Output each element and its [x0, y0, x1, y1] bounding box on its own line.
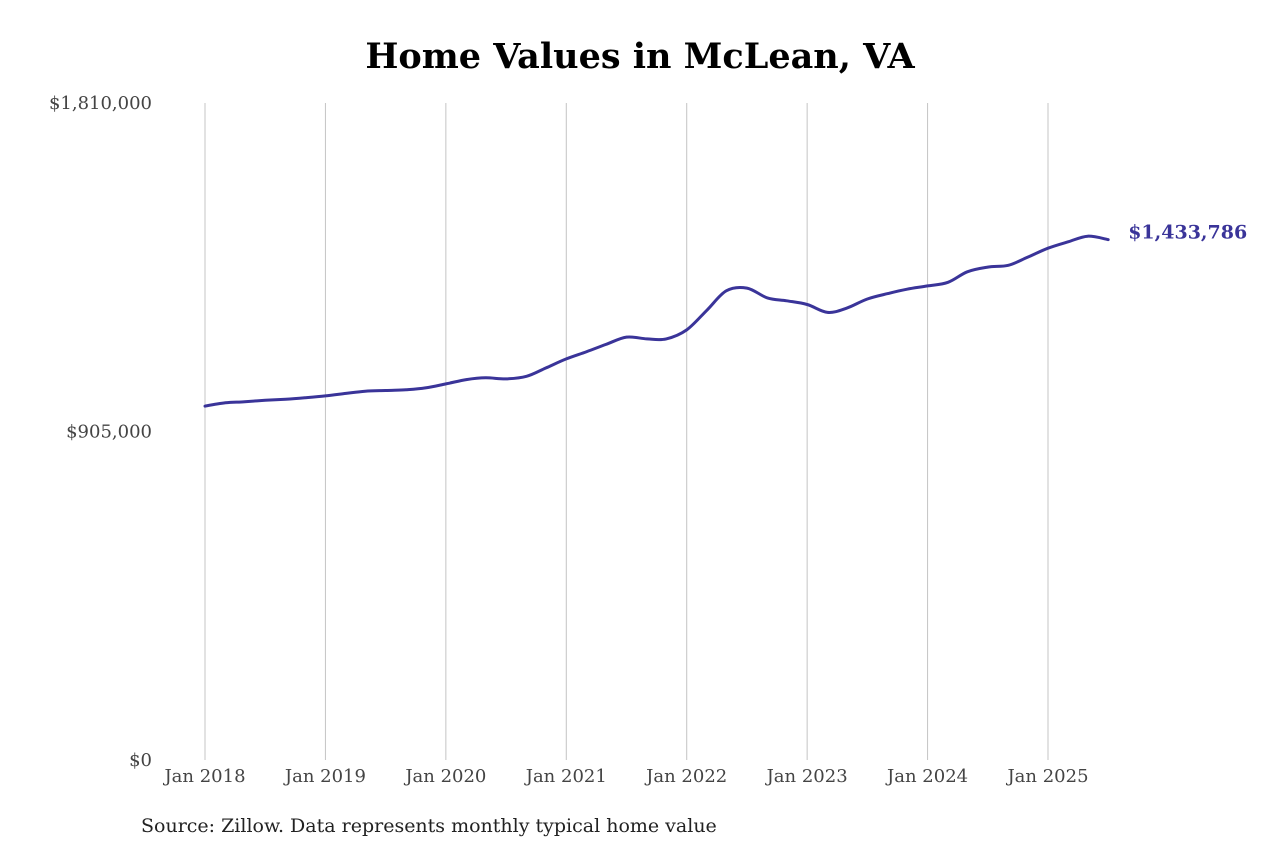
- data-point: [565, 357, 568, 361]
- data-point: [705, 308, 709, 312]
- data-point: [766, 296, 769, 300]
- data-point: [926, 284, 929, 288]
- x-tick-label: Jan 2018: [162, 766, 245, 787]
- data-point: [905, 288, 909, 291]
- data-point: [384, 389, 387, 392]
- data-point: [243, 400, 246, 403]
- data-point: [444, 382, 448, 386]
- data-point: [484, 376, 487, 379]
- data-point: [544, 366, 548, 370]
- data-point: [946, 281, 950, 284]
- x-tick-label: Jan 2020: [403, 766, 486, 787]
- series-layer: [203, 234, 1110, 408]
- data-point: [986, 265, 989, 269]
- data-point: [1067, 240, 1070, 243]
- data-point: [785, 299, 788, 303]
- data-point: [645, 337, 649, 341]
- y-axis: $0 $905,000 $1,810,000: [49, 93, 152, 771]
- x-axis: Jan 2018 Jan 2019 Jan 2020 Jan 2021 Jan 2022…: [162, 766, 1088, 787]
- data-point: [525, 375, 528, 378]
- x-tick-label: Jan 2025: [1005, 766, 1088, 787]
- data-point: [604, 343, 608, 346]
- y-tick-label: $0: [129, 750, 152, 771]
- data-point: [1026, 256, 1029, 259]
- data-point: [866, 297, 869, 301]
- data-point: [424, 386, 427, 390]
- x-tick-label: Jan 2022: [644, 766, 727, 787]
- data-point: [224, 401, 227, 405]
- data-point: [966, 270, 969, 273]
- data-point: [465, 378, 468, 381]
- y-tick-label: $1,810,000: [49, 93, 152, 114]
- data-point: [725, 289, 728, 292]
- data-point: [1046, 246, 1050, 250]
- data-point: [504, 377, 508, 381]
- grid-lines: [204, 103, 1049, 760]
- data-point: [264, 399, 267, 402]
- data-point: [1107, 238, 1110, 241]
- data-point: [404, 388, 408, 391]
- data-point: [585, 350, 588, 353]
- data-labels: $1,433,786: [1128, 222, 1247, 244]
- y-tick-label: $905,000: [66, 422, 152, 443]
- data-point: [363, 390, 367, 393]
- data-point: [886, 292, 890, 295]
- data-point: [284, 397, 287, 401]
- data-point: [625, 335, 628, 339]
- data-point: [845, 306, 849, 310]
- end-value-label: $1,433,786: [1128, 222, 1247, 244]
- data-point: [344, 392, 348, 395]
- series-line: [203, 234, 1110, 408]
- x-tick-label: Jan 2019: [283, 766, 366, 787]
- x-tick-label: Jan 2023: [765, 766, 848, 787]
- data-point: [324, 394, 327, 398]
- data-point: [203, 404, 207, 408]
- chart-title: Home Values in McLean, VA: [365, 36, 915, 77]
- data-point: [745, 286, 749, 290]
- data-point: [805, 303, 809, 306]
- data-point: [826, 311, 829, 314]
- data-point: [685, 328, 688, 332]
- source-note: Source: Zillow. Data represents monthly …: [141, 815, 717, 837]
- x-tick-label: Jan 2024: [885, 766, 968, 787]
- data-point: [303, 396, 307, 399]
- x-tick-label: Jan 2021: [524, 766, 607, 787]
- data-point: [1007, 264, 1010, 267]
- data-point: [665, 337, 668, 341]
- data-point: [1086, 235, 1089, 238]
